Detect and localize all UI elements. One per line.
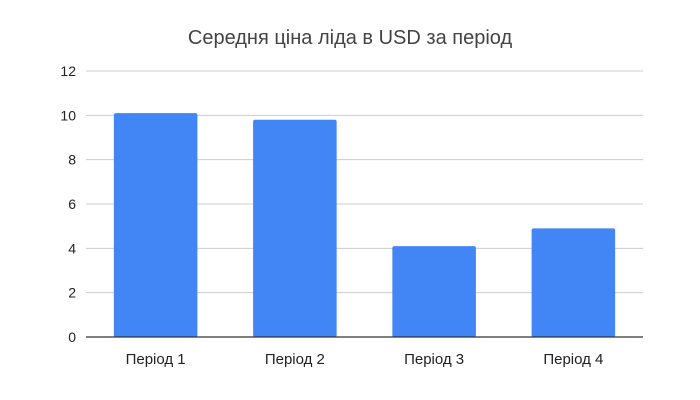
x-axis-category-labels: Період 1 Період 2 Період 3 Період 4 <box>126 351 604 368</box>
y-tick-label: 10 <box>60 107 76 123</box>
y-axis-tick-labels: 0 2 4 6 8 10 12 <box>60 63 76 345</box>
bars <box>113 113 616 338</box>
y-tick-label: 12 <box>60 63 76 79</box>
y-tick-label: 0 <box>68 329 76 345</box>
y-tick-label: 4 <box>68 240 76 256</box>
x-category-label: Період 4 <box>543 351 603 368</box>
bar <box>253 119 337 338</box>
x-category-label: Період 1 <box>126 351 186 368</box>
y-tick-label: 2 <box>68 285 76 301</box>
bar <box>392 246 476 337</box>
x-category-label: Період 2 <box>265 351 325 368</box>
chart-title: Середня ціна ліда в USD за період <box>188 27 513 49</box>
bar <box>531 228 616 337</box>
bar <box>113 113 198 337</box>
x-category-label: Період 3 <box>404 351 464 368</box>
y-tick-label: 6 <box>68 196 76 212</box>
y-tick-label: 8 <box>68 152 76 168</box>
